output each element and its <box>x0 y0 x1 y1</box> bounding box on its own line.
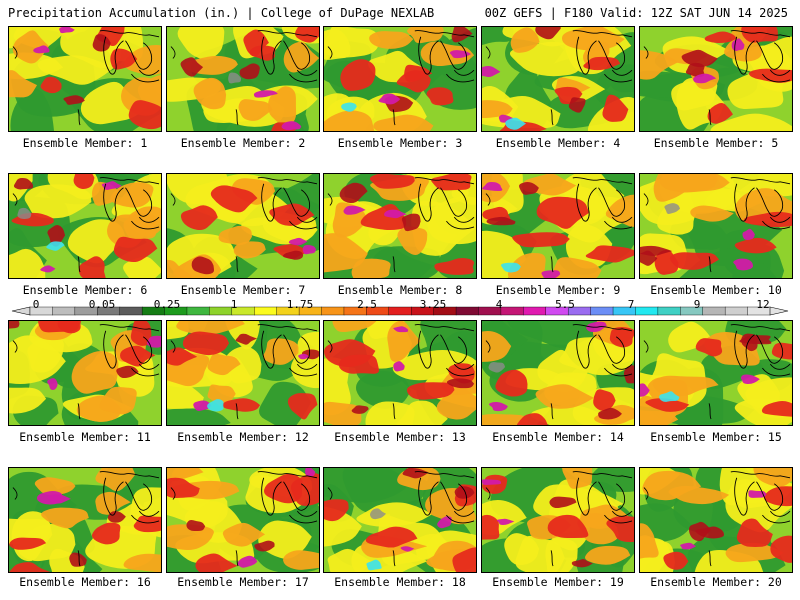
ensemble-member-label: Ensemble Member: 7 <box>180 283 306 297</box>
ensemble-member-label: Ensemble Member: 20 <box>650 575 782 589</box>
ensemble-member-map <box>481 467 635 573</box>
ensemble-member-label: Ensemble Member: 10 <box>650 283 782 297</box>
colorbar-tick-label: 2.5 <box>357 298 377 311</box>
colorbar-tick-label: 3.25 <box>419 298 447 311</box>
ensemble-member-map <box>166 173 320 279</box>
ensemble-member-map <box>639 26 793 132</box>
ensemble-member-map <box>323 320 477 426</box>
ensemble-member-label: Ensemble Member: 2 <box>180 136 306 150</box>
colorbar-tick-label: 4 <box>495 298 503 311</box>
colorbar-tick-label: 0.05 <box>88 298 116 311</box>
colorbar-tick-label: 5.5 <box>555 298 575 311</box>
colorbar-tick-label: 9 <box>693 298 701 311</box>
header: Precipitation Accumulation (in.) | Colle… <box>0 0 800 22</box>
ensemble-member-label: Ensemble Member: 5 <box>653 136 779 150</box>
run-valid-time: 00Z GEFS | F180 Valid: 12Z SAT JUN 14 20… <box>484 6 788 20</box>
colorbar-tick-label: 7 <box>627 298 635 311</box>
ensemble-member-map <box>639 320 793 426</box>
colorbar-right-arrow <box>769 306 789 316</box>
ensemble-member-label: Ensemble Member: 16 <box>19 575 151 589</box>
ensemble-member-label: Ensemble Member: 17 <box>177 575 309 589</box>
ensemble-member-map <box>481 173 635 279</box>
precipitation-colorbar <box>11 306 789 316</box>
colorbar-tick-label: 12 <box>756 298 770 311</box>
ensemble-member-label: Ensemble Member: 11 <box>19 430 151 444</box>
ensemble-member-map <box>639 467 793 573</box>
ensemble-member-map <box>8 320 162 426</box>
ensemble-member-map <box>166 320 320 426</box>
ensemble-member-map <box>481 26 635 132</box>
ensemble-member-map <box>323 173 477 279</box>
ensemble-member-label: Ensemble Member: 1 <box>22 136 148 150</box>
ensemble-member-map <box>166 26 320 132</box>
ensemble-member-map <box>639 173 793 279</box>
ensemble-member-label: Ensemble Member: 13 <box>334 430 466 444</box>
colorbar-tick-label: 0.25 <box>153 298 181 311</box>
product-title: Precipitation Accumulation (in.) | Colle… <box>8 6 435 20</box>
ensemble-member-label: Ensemble Member: 8 <box>337 283 463 297</box>
ensemble-member-label: Ensemble Member: 12 <box>177 430 309 444</box>
ensemble-member-label: Ensemble Member: 3 <box>337 136 463 150</box>
colorbar-tick-label: 1 <box>230 298 238 311</box>
ensemble-member-label: Ensemble Member: 14 <box>492 430 624 444</box>
ensemble-member-map <box>8 173 162 279</box>
ensemble-member-label: Ensemble Member: 19 <box>492 575 624 589</box>
ensemble-member-map <box>481 320 635 426</box>
ensemble-member-label: Ensemble Member: 6 <box>22 283 148 297</box>
ensemble-member-label: Ensemble Member: 4 <box>495 136 621 150</box>
colorbar-labels: 0 0.05 0.25 1 1.75 2.5 3.25 4 5.5 7 9 12 <box>0 298 800 311</box>
ensemble-member-map <box>8 467 162 573</box>
ensemble-member-label: Ensemble Member: 18 <box>334 575 466 589</box>
ensemble-member-map <box>8 26 162 132</box>
ensemble-member-map <box>323 26 477 132</box>
ensemble-member-map <box>323 467 477 573</box>
colorbar-tick-label: 0 <box>32 298 40 311</box>
ensemble-member-label: Ensemble Member: 15 <box>650 430 782 444</box>
ensemble-member-label: Ensemble Member: 9 <box>495 283 621 297</box>
colorbar-tick-label: 1.75 <box>286 298 314 311</box>
ensemble-member-map <box>166 467 320 573</box>
